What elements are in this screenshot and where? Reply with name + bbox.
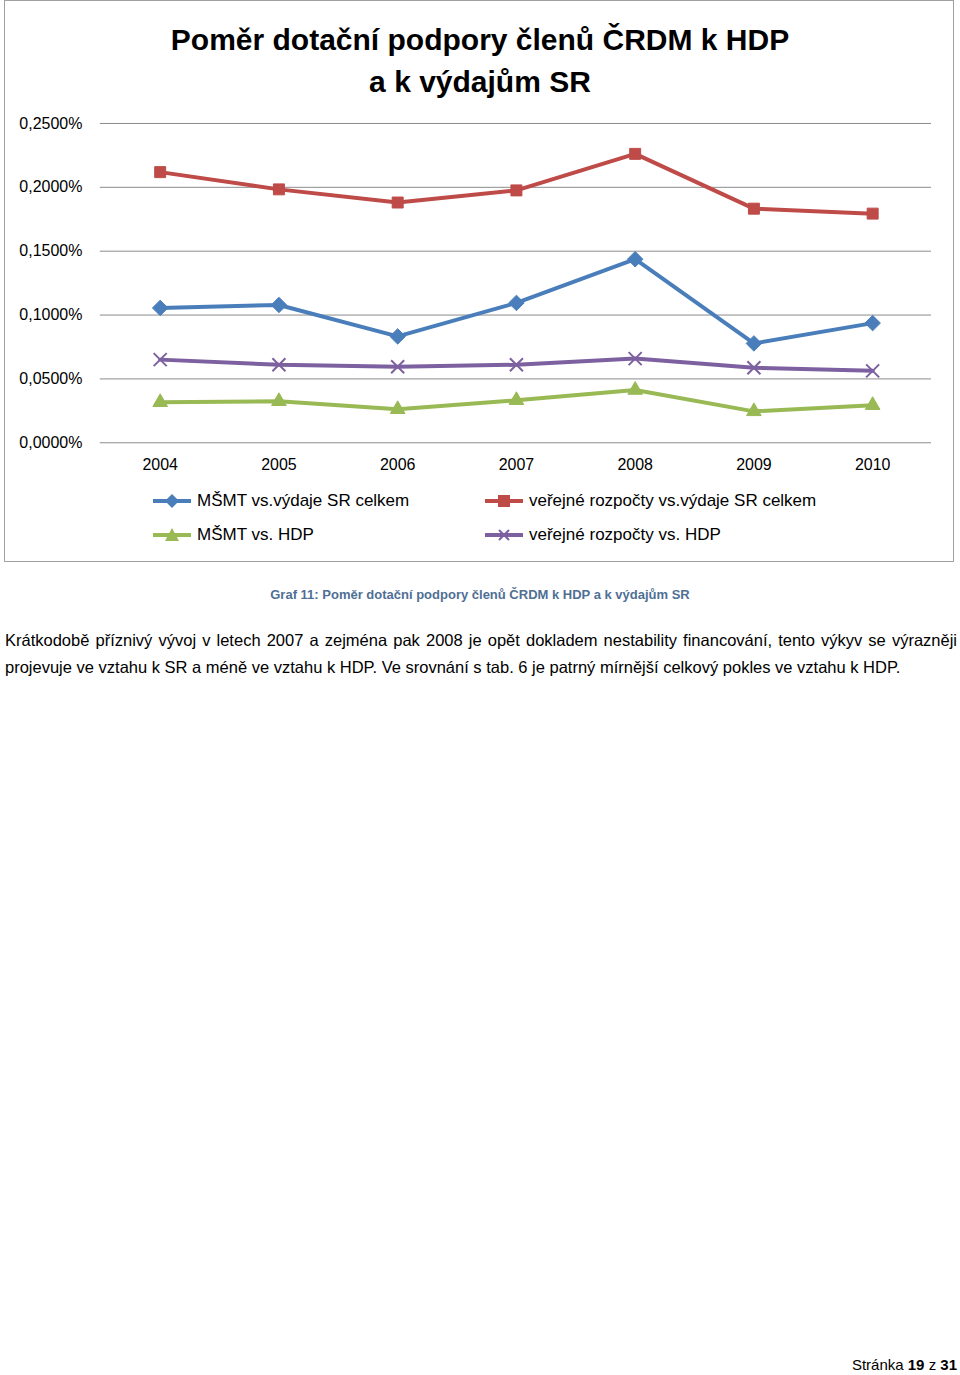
html-text:Poměr dotační podpory členů ČR: Poměr dotační podpory členů ČRDM k HDP a… (170, 23, 790, 98)
svg-text:2005: 2005 (261, 456, 297, 473)
html-text:Graf 11: Poměr dotační podpory: Graf 11: Poměr dotační podpory členů ČRD… (270, 587, 690, 602)
html-text:Krátkodobě příznivý vývoj v le: Krátkodobě příznivý vývoj v letech 2007 … (5, 631, 957, 676)
html-text:veřejné rozpočty vs. HDP: veřejné rozpočty vs. HDP (529, 525, 721, 544)
svg-text:2009: 2009 (736, 456, 772, 473)
html-text:MŠMT vs. HDP: MŠMT vs. HDP (197, 525, 314, 544)
svg-text:0,2500%: 0,2500% (19, 115, 82, 132)
svg-text:2004: 2004 (142, 456, 178, 473)
svg-text:2006: 2006 (380, 456, 416, 473)
svg-text:0,0500%: 0,0500% (19, 370, 82, 387)
svg-text:2008: 2008 (617, 456, 653, 473)
svg-text:0,2000%: 0,2000% (19, 178, 82, 195)
html-text:veřejné rozpočty vs.výdaje SR: veřejné rozpočty vs.výdaje SR celkem (529, 491, 817, 510)
svg-text:2010: 2010 (855, 456, 891, 473)
svg-text:0,0000%: 0,0000% (19, 434, 82, 451)
svg-text:0,1000%: 0,1000% (19, 306, 82, 323)
svg-text:2007: 2007 (499, 456, 535, 473)
html-text:MŠMT vs.výdaje SR celkem: MŠMT vs.výdaje SR celkem (197, 491, 410, 510)
svg-text:0,1500%: 0,1500% (19, 242, 82, 259)
html-text:Stránka 19 z 31: Stránka 19 z 31 (851, 1356, 957, 1373)
